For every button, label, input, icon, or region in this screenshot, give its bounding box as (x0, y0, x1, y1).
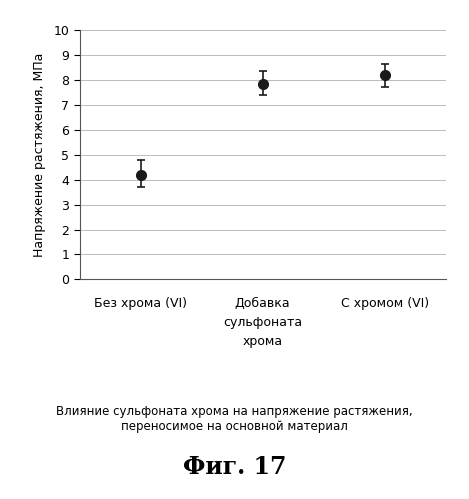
Text: хрома: хрома (242, 335, 283, 348)
Text: переносимое на основной материал: переносимое на основной материал (121, 420, 348, 433)
Text: С хромом (VI): С хромом (VI) (340, 297, 429, 310)
Text: Без хрома (VI): Без хрома (VI) (94, 297, 187, 310)
Y-axis label: Напряжение растяжения, МПа: Напряжение растяжения, МПа (33, 52, 46, 257)
Text: Влияние сульфоната хрома на напряжение растяжения,: Влияние сульфоната хрома на напряжение р… (56, 405, 413, 418)
Text: Добавка: Добавка (235, 297, 290, 310)
Text: сульфоната: сульфоната (223, 316, 302, 329)
Text: Фиг. 17: Фиг. 17 (183, 455, 286, 479)
